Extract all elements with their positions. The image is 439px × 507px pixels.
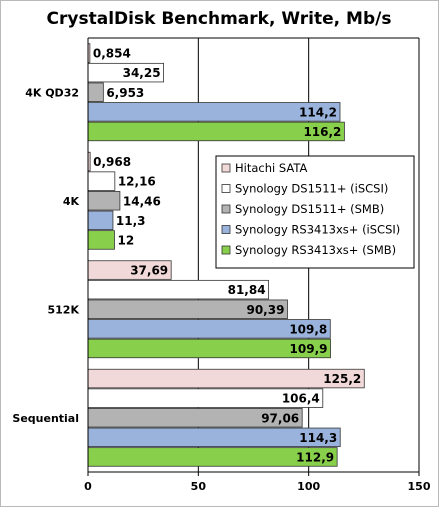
data-label: 109,9 — [290, 342, 328, 356]
data-label: 14,46 — [123, 194, 161, 208]
legend-swatch — [221, 245, 231, 255]
legend-entry: Hitachi SATA — [235, 161, 307, 175]
legend-entry: Synology RS3413xs+ (iSCSI) — [235, 223, 400, 237]
data-label: 0,968 — [93, 155, 131, 169]
data-label: 6,953 — [106, 86, 144, 100]
chart-title: CrystalDisk Benchmark, Write, Mb/s — [47, 9, 392, 29]
plot-area: 0 50 100 150 0,854 34,25 6,953 114,2 116,2 4K QD3… — [12, 37, 431, 493]
data-label: 114,3 — [299, 431, 337, 445]
data-label: 12,16 — [118, 175, 156, 189]
data-label: 116,2 — [303, 125, 341, 139]
data-label: 0,854 — [93, 47, 131, 61]
legend-box — [215, 155, 415, 269]
data-label: 34,25 — [123, 66, 161, 80]
legend-entry: Synology DS1511+ (iSCSI) — [235, 182, 388, 196]
legend-entry: Synology RS3413xs+ (SMB) — [235, 243, 396, 257]
data-label: 106,4 — [282, 392, 320, 406]
bar — [87, 210, 114, 231]
data-label: 114,2 — [299, 105, 337, 119]
data-label: 97,06 — [261, 411, 299, 425]
category-label: 4K — [63, 195, 80, 208]
data-label: 11,3 — [116, 214, 146, 228]
category-label: Sequential — [12, 412, 79, 425]
legend-swatch — [221, 225, 231, 234]
bar — [87, 230, 115, 250]
data-label: 112,9 — [296, 450, 334, 464]
data-label: 90,39 — [246, 303, 284, 317]
x-tick-label: 0 — [84, 480, 92, 493]
data-label: 125,2 — [323, 372, 361, 386]
data-label: 37,69 — [130, 264, 168, 278]
legend-swatch — [221, 184, 231, 193]
data-label: 81,84 — [228, 283, 266, 297]
legend-swatch — [221, 163, 231, 173]
category-label: 512K — [48, 303, 80, 316]
data-label: 109,8 — [289, 322, 327, 336]
category-label: 4K QD32 — [25, 86, 79, 99]
bar — [87, 171, 116, 191]
x-tick-label: 150 — [408, 480, 431, 493]
x-tick-label: 100 — [297, 480, 320, 493]
bar — [87, 82, 104, 102]
data-label: 12 — [117, 233, 134, 247]
bar — [87, 191, 121, 211]
x-tick-label: 50 — [191, 480, 207, 493]
legend-swatch — [221, 204, 231, 214]
legend-entry: Synology DS1511+ (SMB) — [235, 202, 384, 216]
